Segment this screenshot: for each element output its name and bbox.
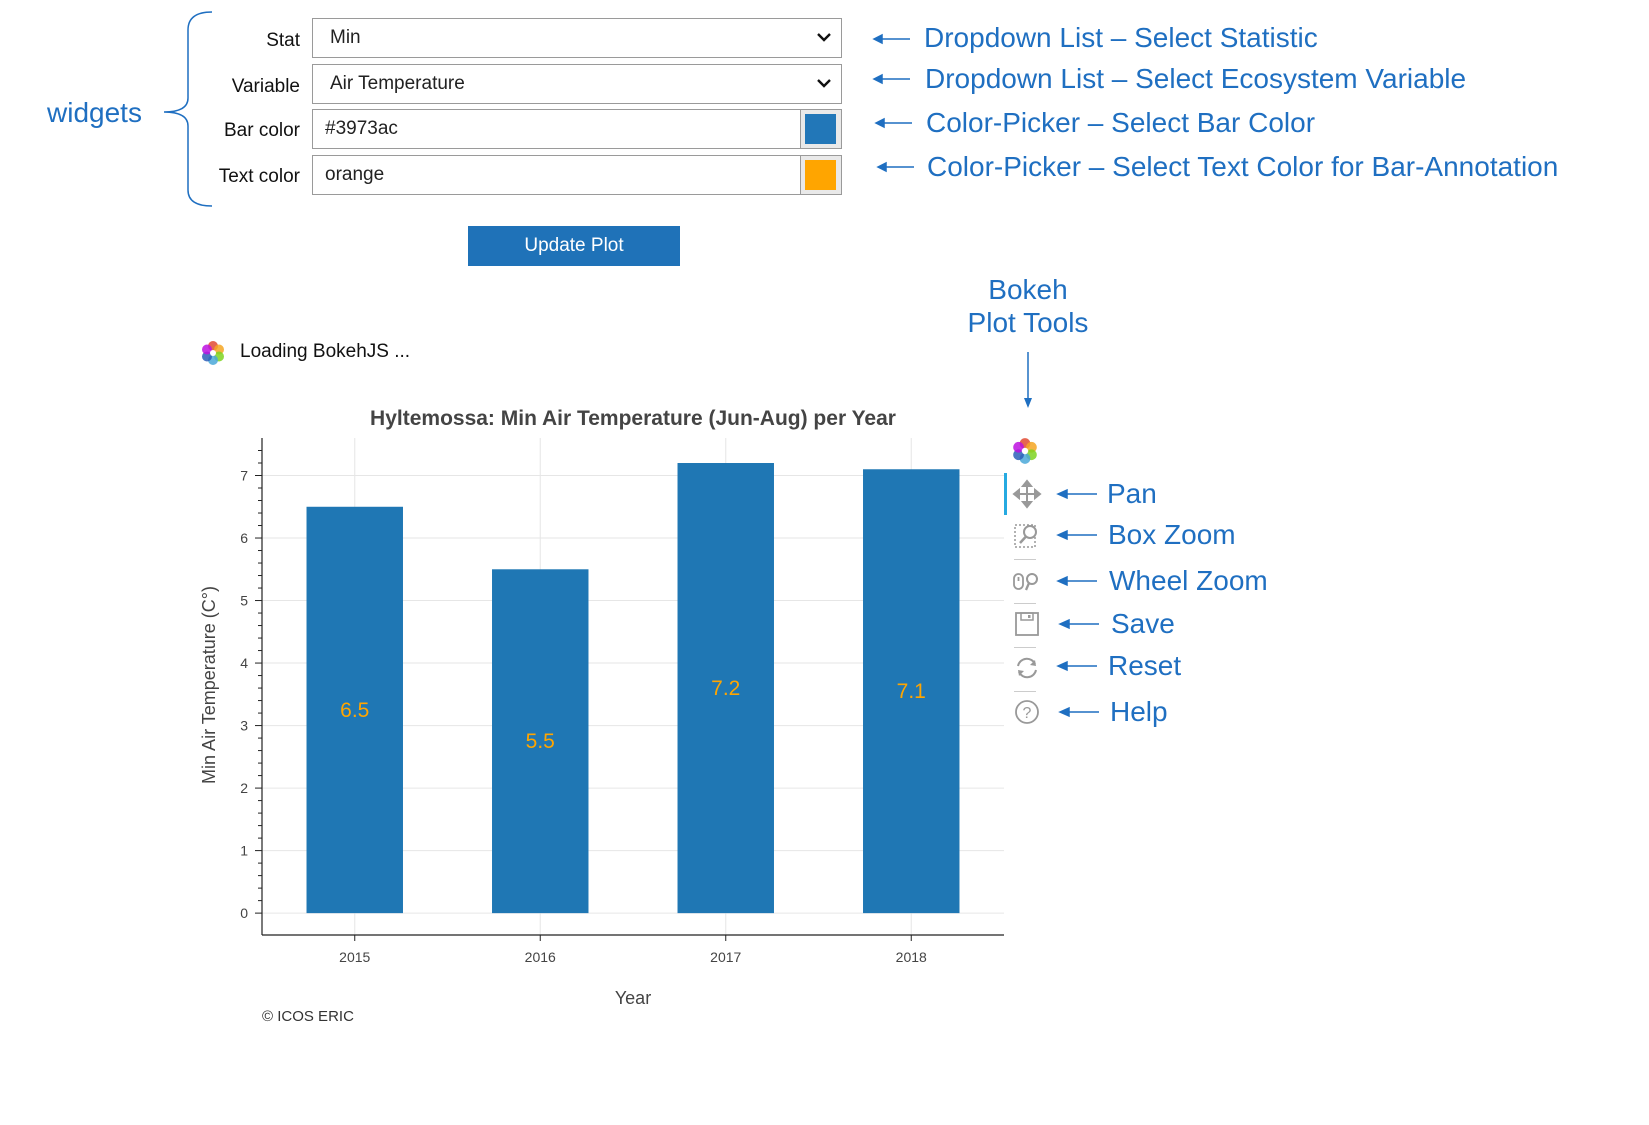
bar-color-value: #3973ac — [325, 118, 398, 139]
copyright-text: © ICOS ERIC — [262, 1008, 354, 1025]
stat-annotation: Dropdown List – Select Statistic — [924, 22, 1318, 53]
text-color-value: orange — [325, 164, 385, 185]
pan-annotation: Pan — [1107, 478, 1157, 509]
y-tick-label: 6 — [240, 530, 248, 546]
box-zoom-tool-icon[interactable] — [1012, 520, 1042, 550]
widgets-label: widgets — [47, 97, 142, 128]
bar-color-annotation: Color-Picker – Select Bar Color — [926, 107, 1316, 138]
y-tick-label: 1 — [240, 843, 248, 859]
text-color-label: Text color — [218, 166, 300, 187]
bar-2017 — [677, 463, 774, 914]
bar-color-swatch-button[interactable] — [800, 110, 841, 148]
bar-value-label: 5.5 — [526, 730, 555, 753]
save-tool-icon[interactable] — [1012, 609, 1042, 639]
y-tick-label: 5 — [240, 593, 248, 609]
bokeh-logo-icon — [202, 341, 224, 365]
text-color-annotation: Color-Picker – Select Text Color for Bar… — [927, 151, 1559, 182]
tool-annotation-arrows — [1056, 488, 1099, 718]
y-tick-label: 4 — [240, 655, 248, 671]
bokeh-tools-annotation-line2: Plot Tools — [967, 307, 1089, 338]
y-tick-label: 0 — [240, 905, 248, 921]
bokeh-toolbar-logo-icon[interactable] — [1010, 436, 1040, 466]
stat-label: Stat — [266, 30, 300, 51]
bokeh-tools-down-arrow — [1024, 352, 1032, 408]
toolbar-divider — [1014, 603, 1036, 604]
reset-annotation: Reset — [1108, 650, 1182, 681]
text-color-swatch — [805, 160, 836, 190]
text-color-picker[interactable]: orange — [312, 155, 842, 195]
wheel-zoom-tool-icon[interactable] — [1012, 566, 1042, 596]
chevron-down-icon — [817, 79, 831, 88]
text-color-swatch-button[interactable] — [800, 156, 841, 194]
update-plot-button[interactable]: Update Plot — [468, 226, 680, 266]
toolbar-divider — [1014, 691, 1036, 692]
wheel-zoom-annotation: Wheel Zoom — [1109, 565, 1268, 596]
y-axis-label: Min Air Temperature (C°) — [199, 586, 219, 784]
toolbar-divider — [1014, 559, 1036, 560]
chart-title: Hyltemossa: Min Air Temperature (Jun-Aug… — [370, 407, 896, 430]
x-tick-label: 2015 — [339, 949, 370, 965]
reset-tool-icon[interactable] — [1012, 653, 1042, 683]
toolbar-divider — [1014, 647, 1036, 648]
chart-axes: 0 1 2 3 4 5 6 7 2015 2016 2017 2018 — [240, 438, 1004, 965]
bar-color-swatch — [805, 114, 836, 144]
x-tick-label: 2016 — [525, 949, 556, 965]
bar-color-label: Bar color — [223, 120, 300, 141]
svg-text:?: ? — [1023, 705, 1032, 722]
bar-2016 — [492, 569, 589, 914]
widgets-brace — [163, 11, 213, 207]
bar-value-label: 7.2 — [711, 677, 740, 700]
y-tick-label: 3 — [240, 718, 248, 734]
help-annotation: Help — [1110, 696, 1168, 727]
x-tick-label: 2018 — [896, 949, 927, 965]
x-tick-label: 2017 — [710, 949, 741, 965]
variable-annotation: Dropdown List – Select Ecosystem Variabl… — [925, 63, 1467, 94]
save-annotation: Save — [1111, 608, 1175, 639]
variable-label: Variable — [231, 76, 300, 97]
help-tool-icon[interactable]: ? — [1012, 697, 1042, 727]
chart-bars: 6.5 5.5 7.2 7.1 — [306, 463, 960, 914]
bar-value-label: 6.5 — [340, 699, 369, 722]
bar-color-picker[interactable]: #3973ac — [312, 109, 842, 149]
chevron-down-icon — [817, 33, 831, 42]
bar-2015 — [306, 506, 403, 914]
pan-active-indicator — [1004, 473, 1007, 515]
variable-value: Air Temperature — [330, 73, 465, 94]
y-tick-label: 2 — [240, 780, 248, 796]
bar-chart[interactable]: Hyltemossa: Min Air Temperature (Jun-Aug… — [180, 395, 1040, 1035]
bokeh-tools-annotation-line1: Bokeh — [988, 274, 1068, 305]
bar-2018 — [863, 469, 960, 914]
loading-bokehjs-text: Loading BokehJS ... — [240, 341, 411, 362]
stat-dropdown[interactable]: Min — [312, 18, 842, 58]
stat-value: Min — [330, 27, 361, 48]
widget-annotation-arrows — [872, 33, 914, 173]
box-zoom-annotation: Box Zoom — [1108, 519, 1236, 550]
variable-dropdown[interactable]: Air Temperature — [312, 64, 842, 104]
y-tick-label: 7 — [240, 468, 248, 484]
bar-value-label: 7.1 — [897, 680, 926, 703]
x-axis-label: Year — [615, 988, 651, 1008]
pan-tool-icon[interactable] — [1012, 479, 1042, 509]
